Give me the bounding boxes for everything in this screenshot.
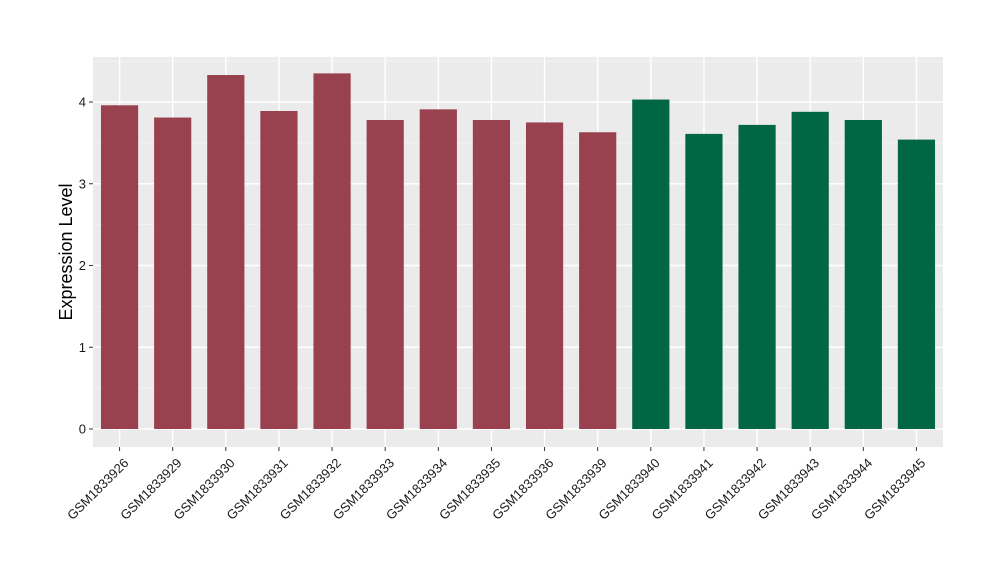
bar: [632, 99, 670, 430]
bar: [100, 105, 139, 430]
bar: [207, 75, 245, 430]
y-tick-label: 2: [79, 258, 86, 273]
bar: [897, 139, 936, 430]
bar: [844, 119, 882, 430]
bar: [419, 109, 457, 430]
bar: [472, 119, 511, 430]
bar: [685, 133, 723, 429]
bar: [260, 110, 298, 430]
y-axis-title: Expression Level: [56, 183, 76, 320]
bar: [525, 122, 564, 429]
x-axis: GSM1833926GSM1833929GSM1833930GSM1833931…: [64, 447, 928, 523]
bar: [579, 132, 617, 429]
y-axis: 0 1 2 3 4: [79, 95, 93, 437]
bar: [366, 119, 404, 430]
y-tick-label: 4: [79, 95, 86, 110]
bar: [791, 111, 829, 429]
y-tick-label: 3: [79, 176, 86, 191]
bars: [100, 73, 936, 430]
bar: [154, 117, 192, 429]
y-tick-label: 1: [79, 340, 86, 355]
bar: [313, 73, 351, 429]
y-tick-label: 0: [79, 422, 86, 437]
bar: [738, 124, 776, 429]
